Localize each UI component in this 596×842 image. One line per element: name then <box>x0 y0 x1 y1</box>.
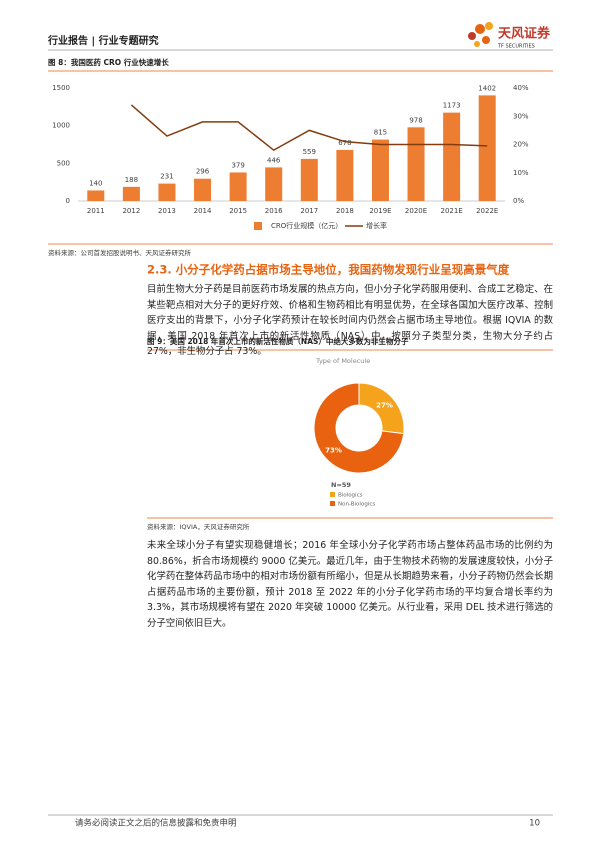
paragraph: 未来全球小分子有望实现稳健增长；2016 年全球小分子化学药市场占整体药品市场的… <box>147 540 553 629</box>
bar-value-label: 559 <box>303 148 316 156</box>
bar <box>87 190 105 201</box>
bar-value-label: 446 <box>267 156 281 164</box>
legend-label: Non-Biologics <box>338 502 375 508</box>
bar-value-label: 1173 <box>443 102 461 110</box>
bar-value-label: 379 <box>231 161 244 169</box>
slice-label: 27% <box>376 402 393 410</box>
y2-tick-label: 0% <box>513 197 524 205</box>
y-tick-label: 1000 <box>52 122 70 130</box>
legend-swatch <box>254 222 262 230</box>
bar <box>407 127 425 201</box>
figure-title: 图 9：美国 2018 年首次上市的新活性物质（NAS）中绝大多数为非生物分子 <box>147 336 409 346</box>
x-tick-label: 2011 <box>87 207 105 215</box>
x-tick-label: 2018 <box>336 207 354 215</box>
figure-title: 图 8：我国医药 CRO 行业快速增长 <box>48 57 169 67</box>
legend-swatch <box>330 492 335 497</box>
figure-source: 资料来源：公司首发招股说明书、天风证券研究所 <box>48 248 192 257</box>
y-tick-label: 500 <box>57 159 70 167</box>
x-tick-label: 2022E <box>476 207 498 215</box>
y2-tick-label: 40% <box>513 84 529 92</box>
bar <box>300 158 318 201</box>
bar <box>229 172 247 201</box>
y2-tick-label: 20% <box>513 141 529 149</box>
bar-value-label: 296 <box>196 168 210 176</box>
x-tick-label: 2013 <box>158 207 176 215</box>
paragraph: 目前生物大分子药是目前医药市场发展的热点方向，但小分子化学药服用便利、合成工艺稳… <box>147 284 553 358</box>
bar-value-label: 140 <box>89 179 102 187</box>
logo-text: 天风证券 <box>498 26 551 42</box>
bar <box>478 95 496 201</box>
bar-value-label: 815 <box>374 129 387 137</box>
page-number: 10 <box>529 819 540 829</box>
y-tick-label: 1500 <box>52 84 70 92</box>
bar-value-label: 678 <box>338 139 351 147</box>
growth-line <box>130 104 488 152</box>
footer-disclaimer: 请务必阅读正文之后的信息披露和免责申明 <box>75 818 237 829</box>
header-title: 行业报告 | 行业专题研究 <box>47 34 159 47</box>
x-tick-label: 2021E <box>441 207 463 215</box>
bar-value-label: 978 <box>409 116 422 124</box>
legend-label: 增长率 <box>366 221 387 230</box>
figure-source: 资料来源：IQVIA，天风证券研究所 <box>147 522 250 531</box>
bar <box>371 139 389 201</box>
y2-tick-label: 10% <box>513 169 529 177</box>
y-tick-label: 0 <box>66 197 70 205</box>
x-tick-label: 2015 <box>229 207 247 215</box>
x-tick-label: 2019E <box>369 207 391 215</box>
x-tick-label: 2020E <box>405 207 427 215</box>
bar-value-label: 188 <box>125 176 138 184</box>
bar <box>336 149 354 201</box>
y2-tick-label: 30% <box>513 112 529 120</box>
annotation: N=59 <box>331 481 351 489</box>
section-heading: 2.3. 小分子化学药占据市场主导地位，我国药物发现行业呈现高景气度 <box>147 263 510 277</box>
chart-subtitle: Type of Molecule <box>315 357 370 365</box>
bar-value-label: 1402 <box>478 84 496 92</box>
bar <box>443 112 461 201</box>
logo-en: TF SECURITIES <box>497 44 535 50</box>
x-tick-label: 2014 <box>194 207 212 215</box>
logo-icon <box>468 22 493 47</box>
x-tick-label: 2012 <box>122 207 140 215</box>
legend-swatch <box>330 501 335 506</box>
slice-label: 73% <box>325 446 342 454</box>
donut-slice <box>313 382 405 474</box>
bar <box>158 183 176 201</box>
x-tick-label: 2016 <box>265 207 283 215</box>
bar-value-label: 231 <box>160 173 173 181</box>
bar <box>265 167 283 201</box>
x-tick-label: 2017 <box>300 207 318 215</box>
legend-label: CRO行业规模（亿元） <box>271 221 342 230</box>
bar <box>122 186 140 201</box>
legend-label: Biologics <box>338 493 363 499</box>
bar <box>194 178 212 201</box>
